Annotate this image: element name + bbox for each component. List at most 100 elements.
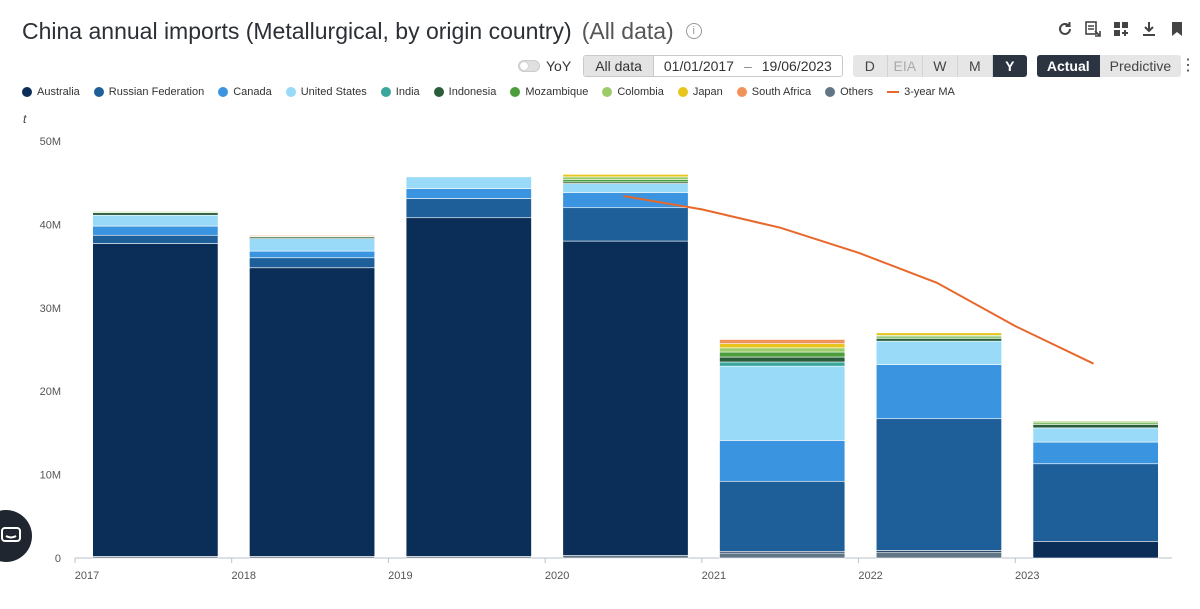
legend-label: India [395,86,420,98]
x-tick-label: 2022 [858,570,882,582]
title-row: China annual imports (Metallurgical, by … [22,14,702,48]
period-eia-button[interactable]: EIA [887,55,923,77]
toolbar [1056,20,1186,38]
bar-segment [562,183,689,194]
x-tick-label: 2021 [702,570,726,582]
bar-segment [875,340,1002,365]
date-from-input[interactable]: 01/01/2017 [663,58,734,74]
legend-dot-marker [736,87,747,97]
legend-item[interactable]: Canada [218,86,272,98]
y-tick-label: 50M [40,136,61,148]
mode-selector: Actual Predictive [1036,55,1182,77]
legend-dot-marker [602,87,613,97]
bar-segment [562,207,689,242]
bar-segment [249,234,376,237]
legend-label: Japan [692,86,723,98]
legend-label: Colombia [617,86,664,98]
refresh-icon[interactable] [1056,20,1074,38]
bar-segment [405,198,532,219]
y-tick-label: 0 [55,553,61,565]
legend-dot-marker [93,87,104,97]
legend-dot-marker [218,87,229,97]
legend-item[interactable]: Others [825,86,873,98]
bar-segment [875,551,1002,559]
bar-segment [405,188,532,199]
bar-segment [1032,541,1159,559]
bar-segment [719,339,846,344]
bar-segment [1032,427,1159,443]
legend-label: Australia [37,86,80,98]
x-tick-label: 2020 [545,570,569,582]
bar-segment [249,238,376,252]
date-separator: – [743,58,752,74]
legend-item[interactable]: 3-year MA [887,86,955,98]
bar-segment [1032,441,1159,465]
bar-segment [405,217,532,557]
period-d-button[interactable]: D [852,55,888,77]
bar-segment [405,176,532,189]
chat-icon [1,527,21,542]
bar-segment [1032,420,1159,424]
bar-segment [875,338,1002,342]
legend-label: Canada [233,86,272,98]
bar-segment [719,480,846,552]
legend-item[interactable]: South Africa [736,86,811,98]
info-icon[interactable]: i [685,23,702,39]
chart-legend: Australia Russian Federation Canada United … [22,86,969,98]
x-tick-label: 2017 [75,570,99,582]
predictive-mode-button[interactable]: Predictive [1099,55,1182,77]
legend-item[interactable]: Japan [677,86,723,98]
y-axis-unit: t [23,112,27,126]
legend-item[interactable]: United States [285,86,367,98]
period-m-button[interactable]: M [957,55,993,77]
bar-segment [92,234,219,244]
bar-segment [249,267,376,557]
legend-item[interactable]: Australia [22,86,80,98]
bar-segment [719,361,846,367]
bar-segment [92,225,219,236]
legend-label: 3-year MA [904,86,955,98]
legend-item[interactable]: India [380,86,420,98]
date-range-group: All data 01/01/2017 – 19/06/2023 [583,55,843,77]
bar-segment [562,174,689,178]
actual-mode-button[interactable]: Actual [1036,55,1100,77]
legend-line-marker [887,91,900,93]
date-to-input[interactable]: 19/06/2023 [761,58,832,74]
y-tick-label: 30M [40,303,61,315]
bar-segment [875,332,1002,336]
legend-item[interactable]: Indonesia [433,86,497,98]
legend-label: Indonesia [448,86,497,98]
export-settings-icon[interactable] [1084,20,1102,38]
legend-label: Others [840,86,874,98]
legend-item[interactable]: Colombia [602,86,664,98]
period-selector: D EIA W M Y [852,55,1027,77]
bar-segment [249,257,376,269]
bar-segment [92,212,219,216]
yoy-label: YoY [546,58,572,74]
moving-average-line [623,195,1095,365]
bar-segment [249,250,376,259]
legend-label: United States [300,86,367,98]
x-tick-label: 2023 [1015,570,1039,582]
yoy-toggle[interactable] [518,60,540,72]
bar-segment [562,176,689,180]
period-w-button[interactable]: W [922,55,958,77]
legend-dot-marker [433,87,444,97]
bar-segment [92,210,219,213]
legend-item[interactable]: Russian Federation [93,86,205,98]
download-icon[interactable] [1140,20,1158,38]
legend-label: Russian Federation [108,86,205,98]
bookmark-icon[interactable] [1168,20,1186,38]
all-data-button[interactable]: All data [584,56,654,76]
bar-segment [92,243,219,557]
dashboard-icon[interactable] [1112,20,1130,38]
bar-segment [719,351,846,358]
legend-item[interactable]: Mozambique [510,86,588,98]
legend-dot-marker [22,87,32,97]
x-tick-label: 2019 [388,570,412,582]
bar-segment [875,364,1002,420]
legend-dot-marker [825,87,836,97]
legend-label: Mozambique [525,86,589,98]
period-y-button[interactable]: Y [992,55,1027,77]
